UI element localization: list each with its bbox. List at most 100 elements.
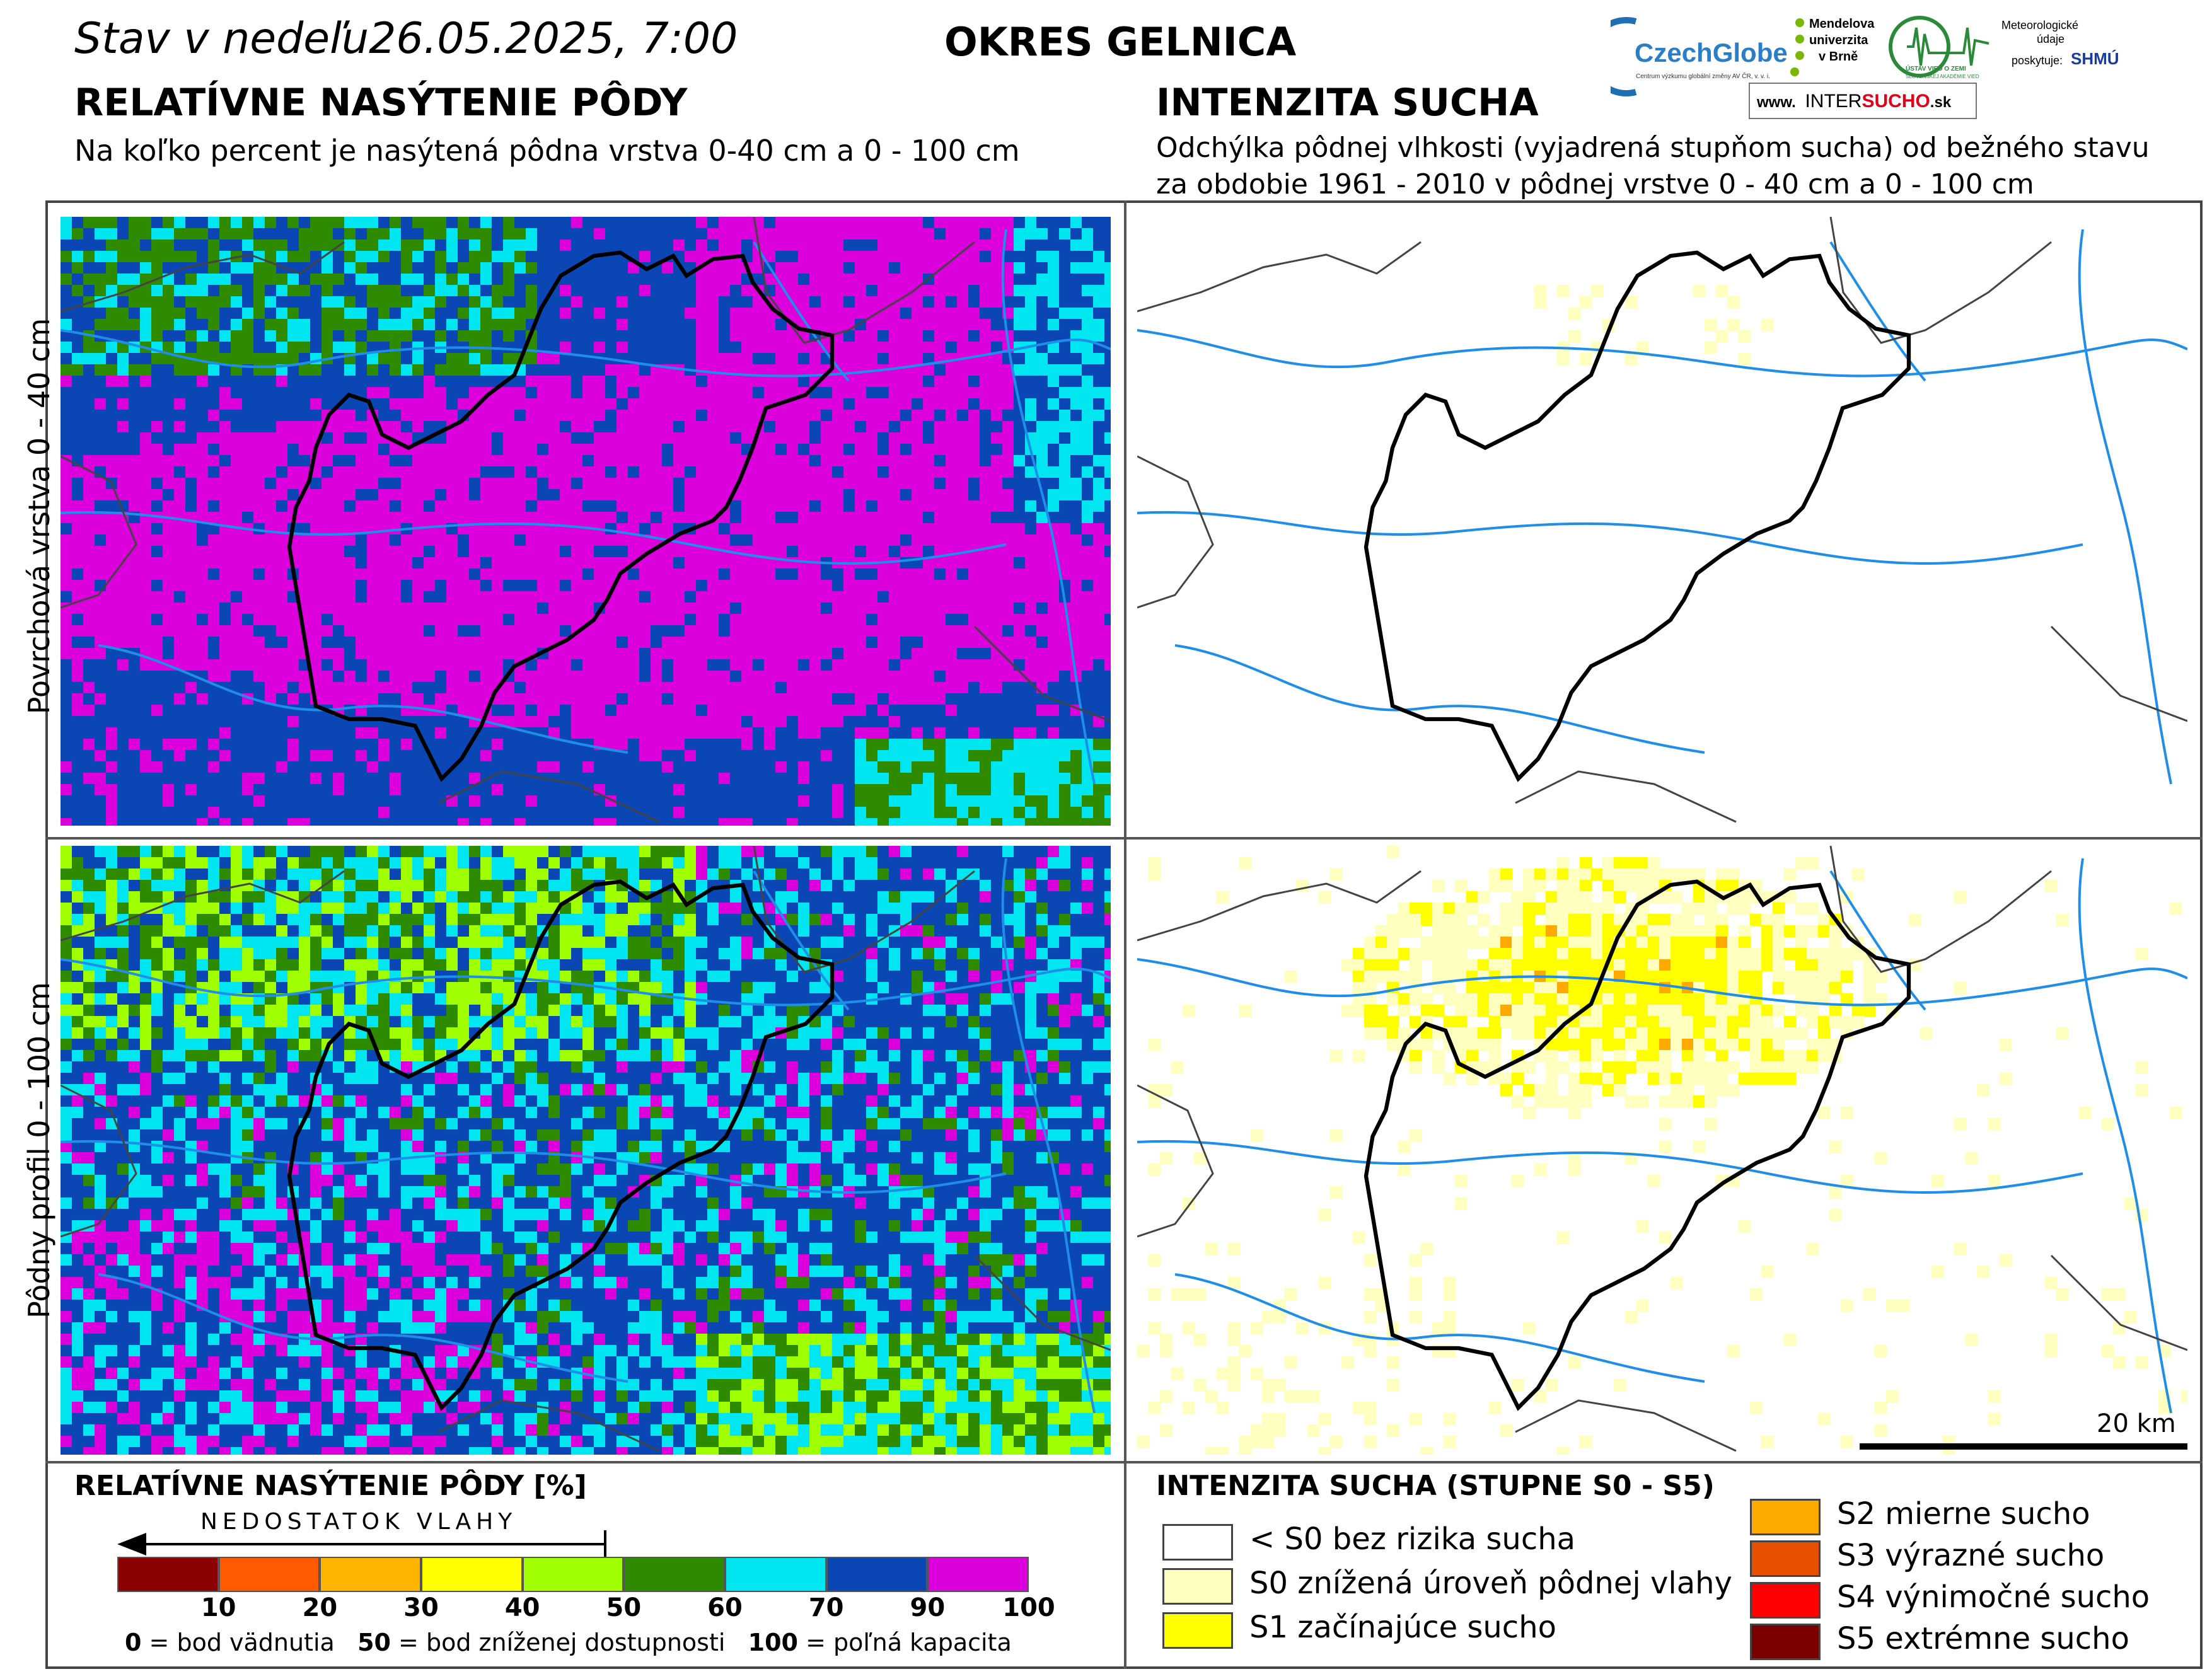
raster-cells bbox=[61, 846, 1111, 1455]
border-line bbox=[61, 241, 345, 313]
border-line bbox=[1137, 870, 1422, 942]
row-label-bottom: Pôdny profil 0 - 100 cm bbox=[22, 982, 56, 1319]
district-boundary bbox=[1364, 250, 1911, 782]
intersucho-inter: INTER bbox=[1805, 91, 1862, 112]
border-line bbox=[1515, 770, 1737, 823]
colorbar-segment bbox=[725, 1557, 826, 1592]
panel-divider-vertical bbox=[1124, 200, 1126, 1669]
saturation-notes: 0 = bod vädnutia 50 = bod zníženej dostu… bbox=[125, 1629, 1012, 1656]
border-line bbox=[2050, 625, 2187, 722]
right-subtitle-line-2: za obdobie 1961 - 2010 v pôdnej vrstve 0… bbox=[1156, 168, 2034, 200]
border-line bbox=[1829, 217, 2052, 344]
partner-logos: CzechGlobe Centrum výzkumu globální změn… bbox=[1586, 9, 2134, 122]
drought-legend-swatch bbox=[1750, 1582, 1821, 1619]
note-50-number: 50 bbox=[357, 1629, 391, 1656]
right-legend-title: INTENZITA SUCHA (STUPNE S0 - S5) bbox=[1156, 1470, 1715, 1502]
colorbar-tick-label: 60 bbox=[707, 1593, 743, 1622]
district-boundary bbox=[1364, 879, 1911, 1411]
border-line bbox=[61, 1084, 137, 1238]
drought-legend-swatch bbox=[1162, 1612, 1233, 1649]
drought-legend-label: S5 extrémne sucho bbox=[1837, 1621, 2129, 1656]
intersucho-tld: .sk bbox=[1930, 94, 1952, 111]
map-profile-saturation bbox=[61, 846, 1111, 1455]
meteo-line-2: údaje bbox=[2037, 33, 2064, 45]
note-0-number: 0 bbox=[125, 1629, 142, 1656]
drought-legend-label: S2 mierne sucho bbox=[1837, 1496, 2090, 1532]
colorbar-segment bbox=[826, 1557, 928, 1592]
mendelu-logo: Mendelova univerzita v Brně bbox=[1790, 17, 1875, 76]
border-line bbox=[973, 1254, 1111, 1351]
saturation-colorbar bbox=[117, 1557, 1029, 1592]
river-line bbox=[1174, 644, 1705, 754]
border-line bbox=[753, 846, 975, 973]
mendelu-line-2: univerzita bbox=[1809, 33, 1868, 47]
border-line bbox=[438, 770, 660, 823]
ustav-subtext: SLOVENSKEJ AKADÉMIE VIED bbox=[1906, 74, 1979, 79]
map-topsoil-drought bbox=[1137, 217, 2187, 823]
drought-legend-swatch bbox=[1750, 1624, 1821, 1660]
river-line bbox=[1137, 511, 2083, 565]
meteo-line-1: Meteorologické bbox=[2001, 19, 2078, 32]
colorbar-segment bbox=[117, 1557, 219, 1592]
neighbour-borders bbox=[61, 846, 1111, 1452]
district-boundary-line bbox=[287, 879, 835, 1411]
note-0-text: = bod vädnutia bbox=[141, 1629, 335, 1656]
czechglobe-text: CzechGlobe bbox=[1635, 38, 1788, 67]
border-line bbox=[753, 217, 975, 344]
border-line bbox=[1137, 455, 1214, 609]
svg-text:www. INTERSUCHO.sk: www. INTERSUCHO.sk bbox=[1756, 91, 1952, 112]
drought-legend-label: < S0 bez rizika sucha bbox=[1249, 1521, 1576, 1557]
left-panel-title: RELATÍVNE NASÝTENIE PÔDY bbox=[74, 81, 688, 125]
mendelu-line-1: Mendelova bbox=[1809, 17, 1875, 31]
colorbar-tick-label: 50 bbox=[606, 1593, 642, 1622]
meteo-line-3: poskytuje: bbox=[2012, 54, 2063, 67]
district-boundary-line bbox=[1364, 879, 1911, 1411]
rivers bbox=[1137, 858, 2187, 1414]
river-line bbox=[1174, 1273, 1705, 1383]
czechglobe-logo: CzechGlobe Centrum výzkumu globální změn… bbox=[1586, 17, 1788, 96]
border-line bbox=[1829, 846, 2052, 973]
logos-svg: CzechGlobe Centrum výzkumu globální změn… bbox=[1586, 16, 2119, 119]
shmu-text: SHMÚ bbox=[2071, 49, 2119, 68]
rivers bbox=[61, 229, 1111, 785]
legend-arrow-label: NEDOSTATOK VLAHY bbox=[200, 1509, 518, 1535]
rivers bbox=[61, 858, 1111, 1414]
ustav-vied-o-zemi-logo: ÚSTAV VIED O ZEMI SLOVENSKEJ AKADÉMIE VI… bbox=[1889, 16, 1989, 79]
colorbar-tick-label: 90 bbox=[910, 1593, 946, 1622]
river-line bbox=[1137, 958, 2187, 1007]
colorbar-segment bbox=[522, 1557, 624, 1592]
mendelu-line-3: v Brně bbox=[1819, 50, 1858, 64]
intersucho-logo: www. INTERSUCHO.sk bbox=[1749, 83, 1977, 119]
date-prefix: Stav v nedeľu bbox=[74, 14, 369, 64]
note-100-text: = poľná kapacita bbox=[798, 1629, 1012, 1656]
panel-divider-horizontal-2 bbox=[45, 1461, 2203, 1463]
colorbar-segment bbox=[927, 1557, 1029, 1592]
colorbar-tick-label: 70 bbox=[808, 1593, 844, 1622]
rivers bbox=[1137, 229, 2187, 785]
river-line bbox=[2078, 229, 2172, 785]
raster-cells bbox=[61, 217, 1111, 826]
right-subtitle-line-1: Odchýlka pôdnej vlhkosti (vyjadrená stup… bbox=[1156, 132, 2150, 164]
district-boundary bbox=[287, 879, 835, 1411]
colorbar-tick-label: 100 bbox=[1002, 1593, 1055, 1622]
drought-legend-swatch bbox=[1162, 1524, 1233, 1561]
raster-cells bbox=[1534, 285, 1773, 365]
intersucho-prefix: www. bbox=[1756, 94, 1796, 111]
river-line bbox=[61, 329, 1111, 378]
date-line: Stav v nedeľu26.05.2025, 7:00 bbox=[74, 14, 738, 64]
river-line bbox=[1001, 229, 1096, 785]
river-line bbox=[61, 958, 1111, 1007]
district-title: OKRES GELNICA bbox=[944, 19, 1297, 65]
river-line bbox=[98, 1273, 628, 1383]
river-line bbox=[1137, 1140, 2083, 1194]
right-panel-subtitle: Odchýlka pôdnej vlhkosti (vyjadrená stup… bbox=[1156, 130, 2150, 203]
drought-legend-swatch bbox=[1162, 1568, 1233, 1605]
border-line bbox=[61, 455, 137, 609]
river-line bbox=[753, 870, 850, 1011]
neighbour-borders bbox=[1137, 217, 2187, 823]
map-topsoil-saturation bbox=[61, 217, 1111, 826]
neighbour-borders bbox=[61, 217, 1111, 823]
drought-legend-label: S0 znížená úroveň pôdnej vlahy bbox=[1249, 1566, 1732, 1601]
raster-cells bbox=[1137, 846, 2187, 1455]
district-boundary-line bbox=[287, 250, 835, 782]
